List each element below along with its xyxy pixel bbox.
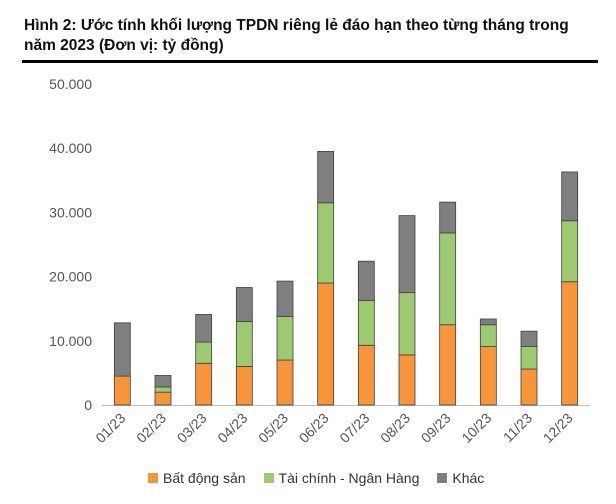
y-tick-label: 50.000 [49, 76, 92, 92]
bar-segment-08-23-series-0 [398, 354, 416, 406]
bar-segment-07-23-series-2 [357, 260, 375, 301]
bar-segment-12-23-series-0 [561, 281, 579, 406]
x-tick-label: 12/23 [540, 410, 576, 446]
bar-segment-03-23-series-0 [195, 362, 213, 406]
title-divider [22, 60, 598, 63]
bar-segment-11-23-series-2 [520, 330, 538, 347]
bar-segment-04-23-series-2 [235, 287, 253, 322]
bar-segment-12-23-series-1 [561, 220, 579, 283]
legend-item-khac: Khác [437, 470, 484, 486]
bar-segment-11-23-series-1 [520, 346, 538, 370]
x-tick-label: 06/23 [296, 410, 332, 446]
x-tick-label: 10/23 [458, 410, 494, 446]
legend-swatch-khac [437, 473, 448, 483]
bar-segment-09-23-series-2 [439, 201, 457, 234]
bar-segment-04-23-series-1 [235, 321, 253, 367]
bar-segment-07-23-series-1 [357, 299, 375, 346]
bar-segment-06-23-series-1 [317, 202, 335, 284]
x-tick-label: 07/23 [336, 410, 372, 446]
x-tick-label: 11/23 [500, 410, 536, 446]
x-tick-label: 02/23 [133, 410, 169, 446]
stacked-bar-chart: 0 10.000 20.000 30.000 40.000 50.000 01/23 02/2… [49, 76, 590, 446]
bar-segment-02-23-series-1 [154, 386, 172, 393]
legend-swatch-tai-chinh [263, 473, 274, 483]
legend-swatch-bat-dong-san [148, 473, 158, 483]
legend-item-bat-dong-san: Bất động sản [148, 470, 246, 486]
chart-title: Hình 2: Ước tính khối lượng TPDN riêng l… [24, 17, 569, 54]
bar-segment-06-23-series-0 [317, 282, 335, 406]
bar-segment-08-23-series-2 [398, 215, 416, 294]
legend-label-khac: Khác [452, 470, 485, 486]
y-tick-label: 20.000 [49, 269, 92, 285]
legend-item-tai-chinh: Tài chính - Ngân Hàng [263, 470, 420, 486]
bar-segment-11-23-series-0 [520, 368, 538, 406]
bar-segment-08-23-series-1 [398, 292, 416, 356]
bar-segment-10-23-series-1 [479, 324, 497, 347]
x-tick-label: 08/23 [377, 410, 413, 446]
y-tick-label: 10.000 [49, 333, 92, 349]
bar-segment-07-23-series-0 [357, 344, 375, 406]
bar-segment-05-23-series-2 [276, 280, 294, 317]
legend-label-tai-chinh: Tài chính - Ngân Hàng [278, 470, 420, 486]
x-tick-label: 09/23 [418, 410, 454, 446]
y-tick-label: 0 [84, 397, 92, 413]
bar-segment-10-23-series-0 [479, 346, 497, 406]
bar-segment-02-23-series-0 [154, 391, 172, 406]
x-tick-label: 04/23 [214, 410, 250, 446]
x-tick-label: 05/23 [255, 410, 291, 446]
y-tick-label: 40.000 [49, 140, 92, 156]
bar-segment-09-23-series-0 [439, 324, 457, 406]
y-tick-label: 30.000 [49, 204, 92, 220]
bar-segment-05-23-series-0 [276, 359, 294, 406]
x-tick-label: 01/23 [92, 410, 128, 446]
bar-segment-12-23-series-2 [561, 171, 579, 222]
bar-segment-09-23-series-1 [439, 232, 457, 326]
bar-segment-03-23-series-1 [195, 341, 213, 364]
bar-segment-05-23-series-1 [276, 316, 294, 361]
bar-segment-06-23-series-2 [317, 151, 335, 204]
bar-segment-10-23-series-2 [479, 318, 497, 326]
bar-segment-04-23-series-0 [235, 366, 253, 406]
legend: Bất động sản Tài chính - Ngân Hàng Khác [148, 470, 484, 486]
bar-segment-03-23-series-2 [195, 314, 213, 343]
x-tick-label: 03/23 [174, 410, 210, 446]
bar-segment-02-23-series-2 [154, 375, 172, 388]
bar-segment-01-23-series-2 [113, 322, 131, 377]
bar-segment-01-23-series-0 [113, 375, 131, 406]
legend-label-bat-dong-san: Bất động sản [163, 470, 246, 486]
